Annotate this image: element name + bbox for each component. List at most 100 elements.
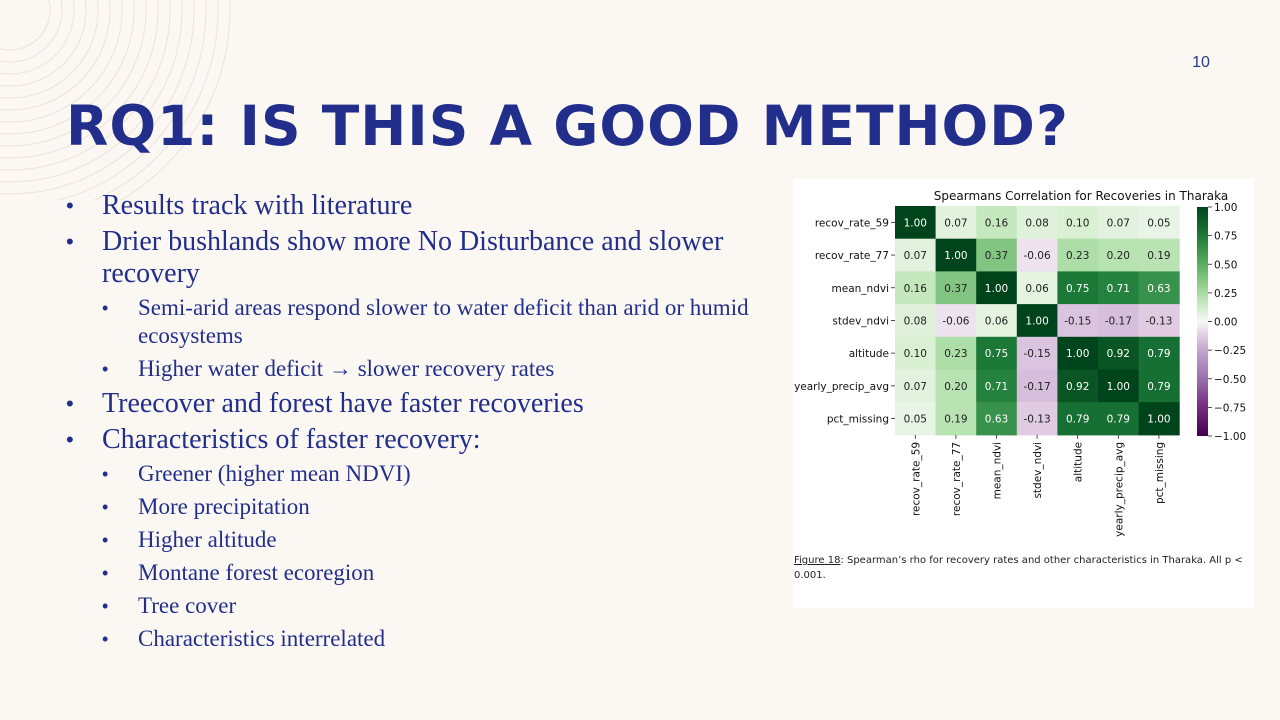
colorbar bbox=[1197, 207, 1208, 436]
column-label: stdev_ndvi bbox=[1032, 442, 1044, 499]
cell-value-label: 1.00 bbox=[1025, 315, 1048, 327]
cell-value-label: 0.08 bbox=[1025, 217, 1048, 229]
column-label: recov_rate_77 bbox=[951, 442, 963, 516]
row-label: pct_missing bbox=[827, 414, 889, 426]
heatmap-cell bbox=[1138, 238, 1180, 272]
sub-bullet-item: Greener (higher mean NDVI) bbox=[66, 460, 776, 488]
sub-bullet-item: More precipitation bbox=[66, 493, 776, 521]
heatmap-cell bbox=[895, 402, 937, 436]
cell-value-label: -0.15 bbox=[1064, 315, 1091, 327]
cell-value-label: -0.15 bbox=[1024, 348, 1051, 360]
cell-value-label: 0.05 bbox=[904, 414, 927, 426]
heatmap-cell bbox=[976, 206, 1018, 240]
decor-arc bbox=[0, 0, 135, 135]
decor-arc bbox=[55, 0, 207, 200]
sub-bullet-item: Characteristics interrelated bbox=[66, 625, 776, 653]
cell-value-label: 0.79 bbox=[1147, 348, 1170, 360]
correlation-heatmap: Spearmans Correlation for Recoveries in … bbox=[794, 189, 1246, 537]
colorbar-tick-label: −0.50 bbox=[1214, 374, 1246, 386]
colorbar-tick-label: 0.00 bbox=[1214, 317, 1237, 329]
cell-value-label: 0.23 bbox=[1066, 250, 1089, 262]
cell-value-label: 0.92 bbox=[1107, 348, 1130, 360]
cell-value-label: 0.10 bbox=[1066, 217, 1089, 229]
cell-value-label: 0.79 bbox=[1066, 414, 1089, 426]
figure-caption: Figure 18: Spearman’s rho for recovery r… bbox=[794, 553, 1244, 583]
cell-value-label: 0.10 bbox=[904, 348, 927, 360]
heatmap-cell bbox=[895, 271, 937, 305]
cell-value-label: 0.63 bbox=[1147, 283, 1170, 295]
row-label: recov_rate_59 bbox=[815, 217, 889, 229]
bullet-list: Results track with literature Drier bushl… bbox=[66, 190, 776, 658]
sub-bullet-item: Higher water deficit → slower recovery r… bbox=[66, 355, 776, 383]
cell-value-label: 0.79 bbox=[1107, 414, 1130, 426]
cell-value-label: 0.08 bbox=[904, 315, 927, 327]
decor-arc bbox=[0, 0, 123, 123]
cell-value-label: 0.07 bbox=[904, 381, 927, 393]
figure-label: Figure 18 bbox=[794, 555, 841, 566]
cell-value-label: -0.06 bbox=[1024, 250, 1051, 262]
heatmap-cell bbox=[1098, 271, 1140, 305]
cell-value-label: 1.00 bbox=[1066, 348, 1089, 360]
decor-arc bbox=[119, 0, 231, 200]
heatmap-cell bbox=[895, 304, 937, 338]
heatmap-cell bbox=[935, 336, 977, 370]
heatmap-cell bbox=[1016, 206, 1058, 240]
heatmap-cell bbox=[1057, 336, 1099, 370]
decor-arc bbox=[93, 0, 219, 200]
cell-value-label: 0.20 bbox=[1107, 250, 1130, 262]
cell-value-label: -0.06 bbox=[942, 315, 969, 327]
heatmap-cell bbox=[935, 238, 977, 272]
row-label: stdev_ndvi bbox=[832, 315, 889, 327]
bullet-item: Treecover and forest have faster recover… bbox=[66, 388, 776, 420]
heatmap-cell bbox=[1138, 206, 1180, 240]
heatmap-cell bbox=[1016, 304, 1058, 338]
chart-title: Spearmans Correlation for Recoveries in … bbox=[934, 189, 1228, 203]
column-label: yearly_precip_avg bbox=[1113, 442, 1125, 537]
row-label: yearly_precip_avg bbox=[794, 381, 889, 393]
cell-value-label: 0.06 bbox=[1025, 283, 1049, 295]
heatmap-cell bbox=[976, 402, 1018, 436]
heatmap-cell bbox=[1057, 238, 1099, 272]
decorative-arcs bbox=[0, 0, 231, 200]
heatmap-cell bbox=[895, 369, 937, 403]
cell-value-label: 0.19 bbox=[1147, 250, 1170, 262]
heatmap-cell bbox=[1138, 304, 1180, 338]
cell-value-label: 0.23 bbox=[944, 348, 967, 360]
colorbar-tick-label: 0.25 bbox=[1214, 288, 1237, 300]
cell-value-label: 0.75 bbox=[1066, 283, 1089, 295]
slide-number: 10 bbox=[1192, 54, 1210, 71]
heatmap-cell bbox=[935, 271, 977, 305]
decor-arc bbox=[0, 0, 183, 183]
cell-value-label: 0.75 bbox=[985, 348, 1008, 360]
cell-value-label: -0.17 bbox=[1105, 315, 1132, 327]
colorbar-tick-label: 1.00 bbox=[1214, 202, 1237, 214]
cell-value-label: 0.06 bbox=[985, 315, 1009, 327]
sub-bullet-item: Tree cover bbox=[66, 592, 776, 620]
cell-value-label: 0.79 bbox=[1147, 381, 1170, 393]
decor-arc bbox=[0, 0, 195, 195]
heatmap-cell bbox=[1138, 402, 1180, 436]
row-label: altitude bbox=[849, 348, 889, 360]
heatmap-cell bbox=[935, 402, 977, 436]
heatmap-cell bbox=[1098, 238, 1140, 272]
cell-value-label: 0.63 bbox=[985, 414, 1008, 426]
cell-value-label: 0.16 bbox=[985, 217, 1009, 229]
heatmap-cell bbox=[1138, 369, 1180, 403]
cell-value-label: 0.07 bbox=[944, 217, 967, 229]
heatmap-cell bbox=[1016, 271, 1058, 305]
cell-value-label: 0.71 bbox=[985, 381, 1008, 393]
colorbar-tick-label: −0.75 bbox=[1214, 402, 1246, 414]
heatmap-cell bbox=[935, 369, 977, 403]
bullet-item: Drier bushlands show more No Disturbance… bbox=[66, 226, 776, 290]
decor-arc bbox=[0, 0, 63, 63]
cell-value-label: 0.37 bbox=[944, 283, 967, 295]
decor-arc bbox=[0, 0, 159, 159]
sub-bullet-item: Higher altitude bbox=[66, 526, 776, 554]
slide-title: RQ1: IS THIS A GOOD METHOD? bbox=[66, 94, 1069, 158]
heatmap-cell bbox=[976, 271, 1018, 305]
row-label: recov_rate_77 bbox=[815, 250, 889, 262]
heatmap-cell bbox=[1057, 271, 1099, 305]
heatmap-cell bbox=[1016, 402, 1058, 436]
heatmap-cell bbox=[895, 206, 937, 240]
decor-arc bbox=[0, 0, 99, 99]
